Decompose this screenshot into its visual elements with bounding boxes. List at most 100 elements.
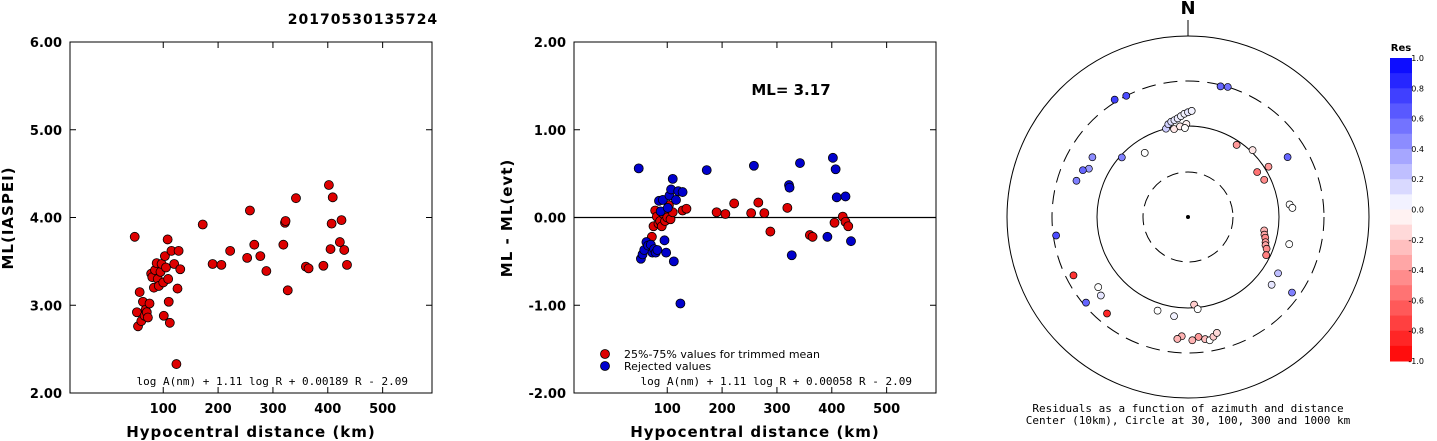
data-point (172, 283, 183, 294)
colorbar-tick-label: -1.0 (1408, 357, 1424, 366)
formula-left: log A(nm) + 1.11 log R + 0.00189 R - 2.0… (136, 375, 408, 388)
data-point (303, 263, 314, 274)
polar-caption-line1: Residuals as a function of azimuth and d… (1032, 402, 1343, 415)
x-tick-label: 200 (205, 402, 232, 417)
data-point (326, 218, 337, 229)
legend-marker-rejected (600, 361, 610, 371)
colorbar-cell (1390, 179, 1412, 195)
data-point (161, 262, 171, 273)
station-marker (1274, 269, 1282, 278)
data-point (784, 182, 795, 193)
legend-label-rejected: Rejected values (624, 360, 711, 373)
plot-frame-left (69, 41, 433, 394)
colorbar-cell (1390, 58, 1412, 74)
data-point (795, 158, 805, 168)
data-point (759, 208, 770, 219)
dashed-circle-30km (1142, 171, 1234, 263)
colorbar-tick-label: 1.0 (1411, 54, 1424, 63)
data-point (782, 202, 793, 213)
data-point (225, 245, 236, 256)
colorbar-cells (1390, 58, 1412, 362)
station-marker (1253, 168, 1262, 176)
colorbar-cell (1390, 300, 1412, 317)
colorbar-title: Res (1391, 43, 1411, 54)
station-marker (1260, 175, 1269, 184)
data-point (144, 298, 155, 309)
data-point (129, 231, 140, 242)
data-point (242, 252, 253, 263)
panel-polar-residuals: N Residuals as a function of azimuth and… (1006, 0, 1370, 427)
data-point (633, 163, 644, 174)
station-markers (1052, 82, 1297, 345)
x-axis-ticks-left: 100 200 300 400 500 (150, 42, 396, 417)
station-marker (1283, 153, 1292, 162)
colorbar-tick-label: 0.0 (1411, 206, 1424, 215)
data-point (701, 165, 712, 176)
station-marker (1213, 328, 1221, 337)
data-point (681, 203, 692, 214)
station-marker (1188, 336, 1197, 345)
data-point (175, 264, 186, 275)
data-point (249, 239, 260, 250)
colorbar-cell (1390, 194, 1412, 210)
data-point (831, 192, 842, 203)
data-point (843, 221, 854, 232)
colorbar-tick-label: -0.6 (1408, 296, 1424, 305)
data-point (334, 237, 345, 247)
station-marker (1153, 306, 1162, 315)
y-tick-label: 1.00 (534, 124, 566, 139)
panel-ml-vs-distance: 2.00 3.00 4.00 5.00 6.00 100 200 300 400 500 ML(… (0, 36, 433, 441)
data-point (677, 187, 688, 197)
colorbar-cell (1390, 224, 1412, 241)
colorbar-tick-label: 0.6 (1411, 115, 1424, 124)
station-marker (1248, 146, 1257, 154)
station-marker (1072, 176, 1081, 185)
north-label: N (1180, 0, 1195, 19)
data-point (207, 259, 218, 269)
colorbar-cell (1390, 315, 1412, 332)
data-point (159, 251, 170, 262)
station-marker (1096, 291, 1105, 300)
data-point (671, 195, 681, 205)
data-point (173, 245, 184, 256)
legend-marker-trimmed (600, 349, 610, 359)
polar-caption-line2: Center (10km), Circle at 30, 100, 300 an… (1026, 414, 1351, 427)
data-point (163, 296, 174, 307)
data-points-middle (633, 152, 856, 309)
y-tick-label: 2.00 (534, 36, 566, 51)
colorbar-ticks: 1.0 0.8 0.6 0.4 0.2 0.0 -0.2 -0.4 -0.6 -0.8 -1.0 (1408, 54, 1424, 366)
station-marker (1082, 298, 1090, 307)
data-point (746, 208, 757, 219)
data-point (171, 359, 182, 369)
station-marker (1103, 309, 1111, 318)
y-tick-label: -1.00 (529, 299, 566, 314)
data-point (807, 231, 818, 242)
data-point (134, 287, 145, 297)
x-tick-label: 400 (818, 402, 845, 417)
outer-circle-1000km (1006, 35, 1370, 399)
data-point (278, 239, 289, 250)
y-tick-label: 2.00 (30, 387, 62, 402)
data-point (339, 245, 350, 255)
station-marker (1223, 83, 1232, 91)
data-point (662, 202, 673, 213)
data-point (280, 216, 291, 226)
y-tick-label: 0.00 (534, 212, 566, 227)
data-point (753, 197, 764, 208)
dashed-circle-300km (1051, 80, 1325, 354)
colorbar-cell (1390, 164, 1412, 180)
y-axis-ticks-left: 2.00 3.00 4.00 5.00 6.00 (30, 36, 432, 402)
y-tick-label: -2.00 (529, 387, 566, 402)
x-tick-label: 400 (314, 402, 341, 417)
y-tick-label: 3.00 (30, 299, 62, 314)
data-point (323, 180, 334, 190)
x-axis-label-left: Hypocentral distance (km) (126, 423, 376, 441)
station-marker (1194, 333, 1203, 341)
colorbar-cell (1390, 103, 1412, 120)
station-marker (1288, 288, 1296, 297)
data-point (840, 191, 851, 202)
data-point (162, 234, 173, 245)
y-axis-label-middle: ML - ML(evt) (498, 159, 516, 277)
center-point (1186, 215, 1190, 219)
colorbar-cell (1390, 285, 1412, 301)
